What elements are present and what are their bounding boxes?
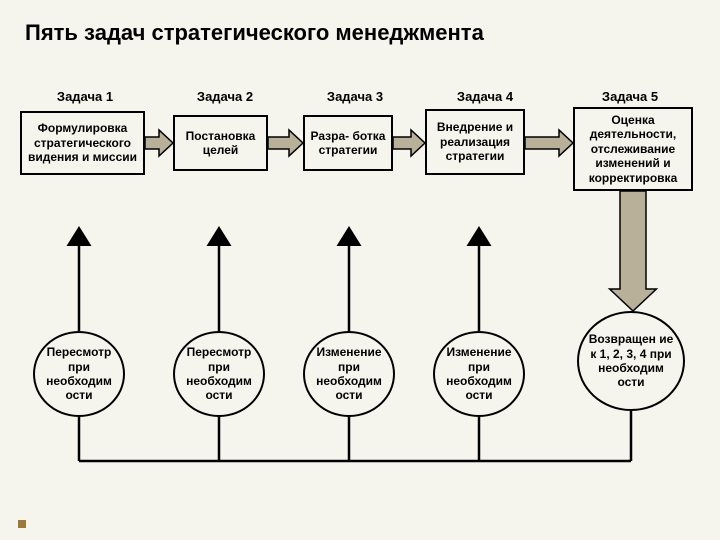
slide-bullet (18, 520, 26, 528)
column-header-1: Задача 1 (25, 89, 145, 104)
feedback-ellipse-3: Изменение при необходим ости (303, 331, 395, 417)
column-header-4: Задача 4 (425, 89, 545, 104)
task-box-2: Постановка целей (173, 115, 268, 171)
column-header-2: Задача 2 (165, 89, 285, 104)
task-box-4: Внедрение и реализация стратегии (425, 109, 525, 175)
task-box-1: Формулировка стратегического видения и м… (20, 111, 145, 175)
task-box-3: Разра- ботка стратегии (303, 115, 393, 171)
diagram-title: Пять задач стратегического менеджмента (25, 20, 705, 46)
feedback-ellipse-5: Возвращен ие к 1, 2, 3, 4 при необходим … (577, 311, 685, 411)
feedback-ellipse-2: Пересмотр при необходим ости (173, 331, 265, 417)
feedback-ellipse-4: Изменение при необходим ости (433, 331, 525, 417)
task-box-5: Оценка деятельности, отслеживание измене… (573, 107, 693, 191)
column-header-3: Задача 3 (295, 89, 415, 104)
feedback-ellipse-1: Пересмотр при необходим ости (33, 331, 125, 417)
column-header-5: Задача 5 (570, 89, 690, 104)
diagram-canvas: Задача 1 Задача 2 Задача 3 Задача 4 Задача 5… (15, 51, 705, 511)
